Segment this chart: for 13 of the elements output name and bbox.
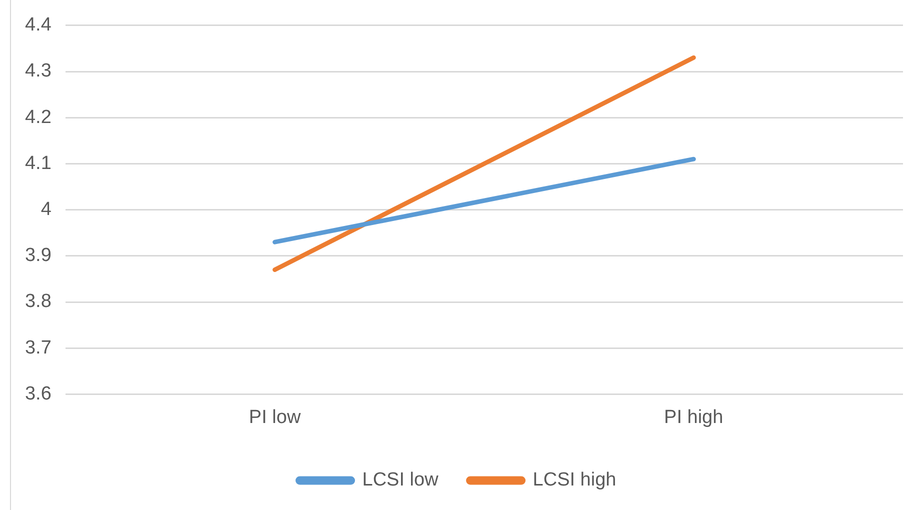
y-tick-label: 4.1 [24,152,52,174]
y-tick-label: 4.2 [24,106,52,128]
y-tick-label: 3.6 [24,383,52,404]
y-tick-label: 3.9 [24,245,52,266]
legend-label: LCSI high [532,470,616,491]
legend-label: LCSI low [362,470,439,491]
x-tick-label: PI high [664,406,724,428]
y-tick-label: 3.8 [24,291,52,312]
y-tick-label: 4.3 [24,60,52,82]
y-tick-label: 3.7 [24,337,52,358]
y-tick-label: 4 [40,199,52,220]
x-tick-label: PI low [248,406,301,428]
y-tick-label: 4.4 [24,14,52,36]
